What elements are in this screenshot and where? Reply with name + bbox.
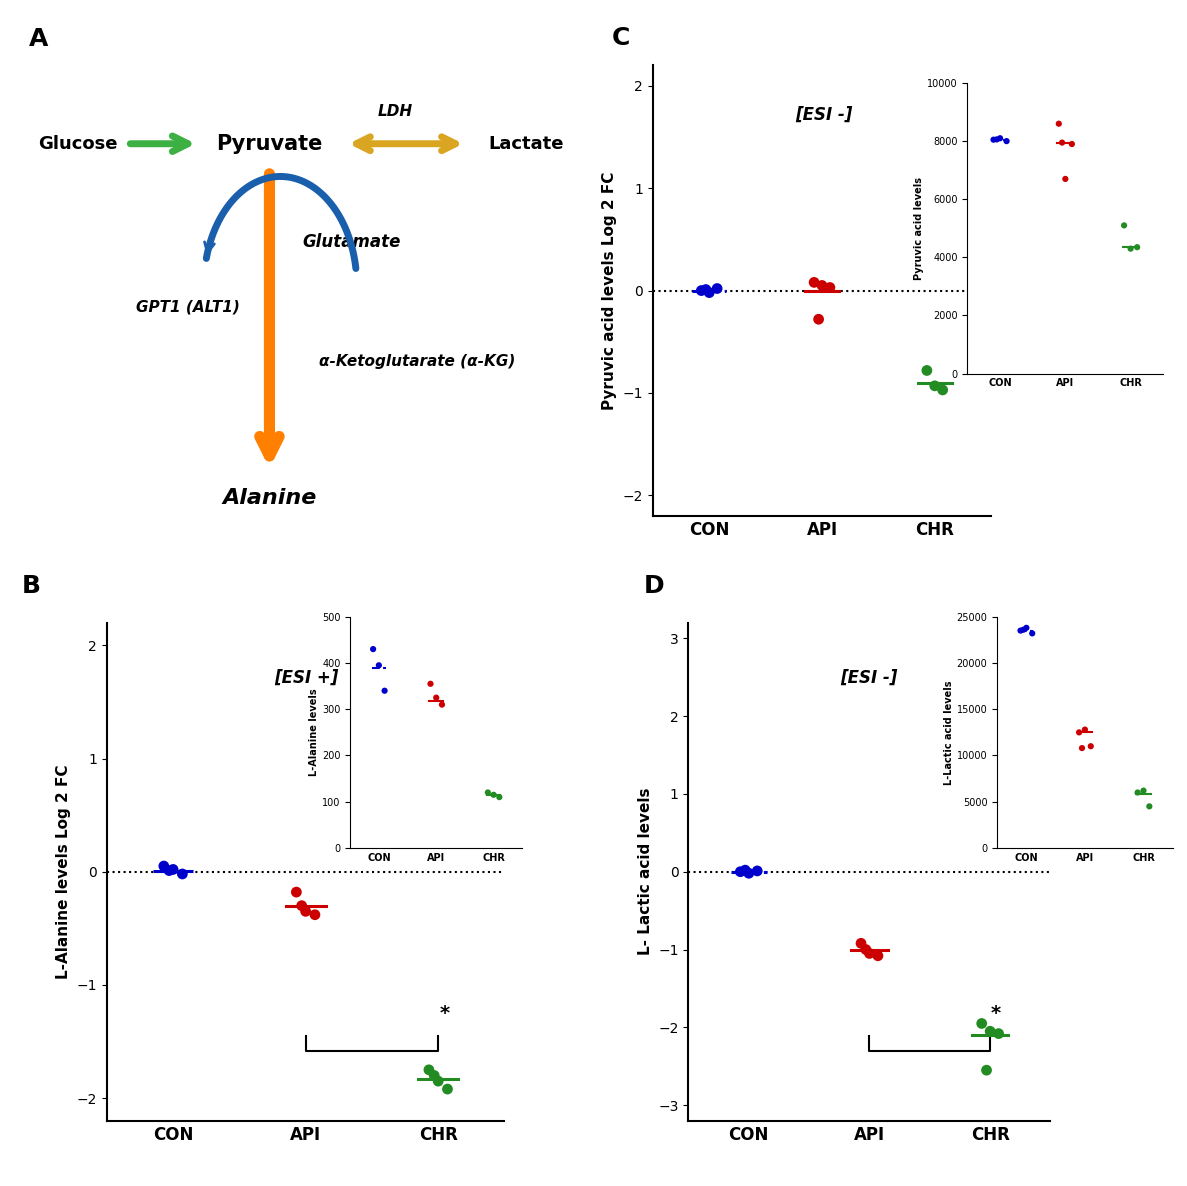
Point [159,861,178,880]
Point [990,129,1009,148]
Point [369,656,388,675]
Point [1014,620,1033,639]
Text: Alanine: Alanine [222,489,317,509]
Point [478,783,497,802]
Point [305,905,324,924]
Point [1115,216,1134,235]
Y-axis label: L- Lactic acid levels: L- Lactic acid levels [637,788,653,956]
Point [154,856,173,875]
Point [707,279,726,298]
Text: B: B [21,574,40,598]
Point [736,861,755,880]
Point [432,695,451,714]
Point [421,675,440,694]
Point [918,361,937,380]
Point [977,1060,996,1079]
Text: *: * [991,1005,1002,1024]
Point [490,788,509,806]
Point [173,865,192,884]
Point [1128,783,1147,802]
Point [1121,240,1140,259]
Point [1049,114,1068,133]
Point [164,860,183,879]
Y-axis label: L-Lactic acid levels: L-Lactic acid levels [944,680,953,785]
Point [926,376,945,395]
Point [419,1060,438,1079]
Point [1056,170,1075,189]
Point [1062,134,1081,153]
Point [859,944,878,963]
Point [805,273,824,292]
Point [1073,739,1092,758]
Point [851,933,870,952]
Point [297,901,316,920]
Point [748,861,767,880]
Text: Glutamate: Glutamate [303,232,400,251]
Y-axis label: Pyruvic acid levels Log 2 FC: Pyruvic acid levels Log 2 FC [602,172,617,409]
Point [869,946,888,965]
Text: LDH: LDH [377,103,413,119]
Point [1023,624,1042,643]
Point [988,130,1007,149]
Y-axis label: Pyruvic acid levels: Pyruvic acid levels [914,177,925,280]
Text: GPT1 (ALT1): GPT1 (ALT1) [135,300,240,315]
Point [692,281,711,300]
Point [1075,720,1094,739]
Point [1128,237,1147,256]
Point [484,785,503,804]
Point [856,940,875,959]
Text: [ESI -]: [ESI -] [795,106,852,123]
Point [820,278,839,296]
Point [1081,737,1100,755]
Point [1069,723,1088,742]
Text: α-Ketoglutarate (α-KG): α-Ketoglutarate (α-KG) [318,355,515,370]
Point [980,1022,999,1041]
Point [933,381,952,400]
Text: *: * [439,1005,450,1024]
Text: Pyruvate: Pyruvate [216,134,323,154]
Y-axis label: L-Alanine levels Log 2 FC: L-Alanine levels Log 2 FC [56,765,71,978]
Text: A: A [30,26,49,51]
Point [1140,797,1159,816]
Point [1053,133,1072,152]
Point [438,1079,457,1098]
Y-axis label: L-Alanine levels: L-Alanine levels [309,689,319,776]
Point [1134,782,1153,801]
Text: Glucose: Glucose [39,135,118,153]
Point [984,130,1003,149]
Text: [ESI +]: [ESI +] [274,669,338,687]
Point [997,132,1016,151]
Text: C: C [611,26,629,50]
Point [700,283,719,302]
Point [697,280,716,299]
Text: [ESI -]: [ESI -] [840,669,897,687]
Point [425,1066,444,1085]
Point [363,639,382,658]
Point [292,897,311,916]
Point [375,681,394,700]
Text: D: D [643,574,664,598]
Point [1017,618,1036,637]
Point [740,863,758,882]
Point [731,862,750,881]
Point [287,882,306,901]
Point [1011,621,1030,640]
Point [989,1024,1008,1044]
Text: Lactate: Lactate [488,135,564,153]
Point [426,688,445,707]
Point [972,1014,991,1033]
Point [810,310,829,329]
Point [429,1072,447,1091]
Point [812,276,831,295]
